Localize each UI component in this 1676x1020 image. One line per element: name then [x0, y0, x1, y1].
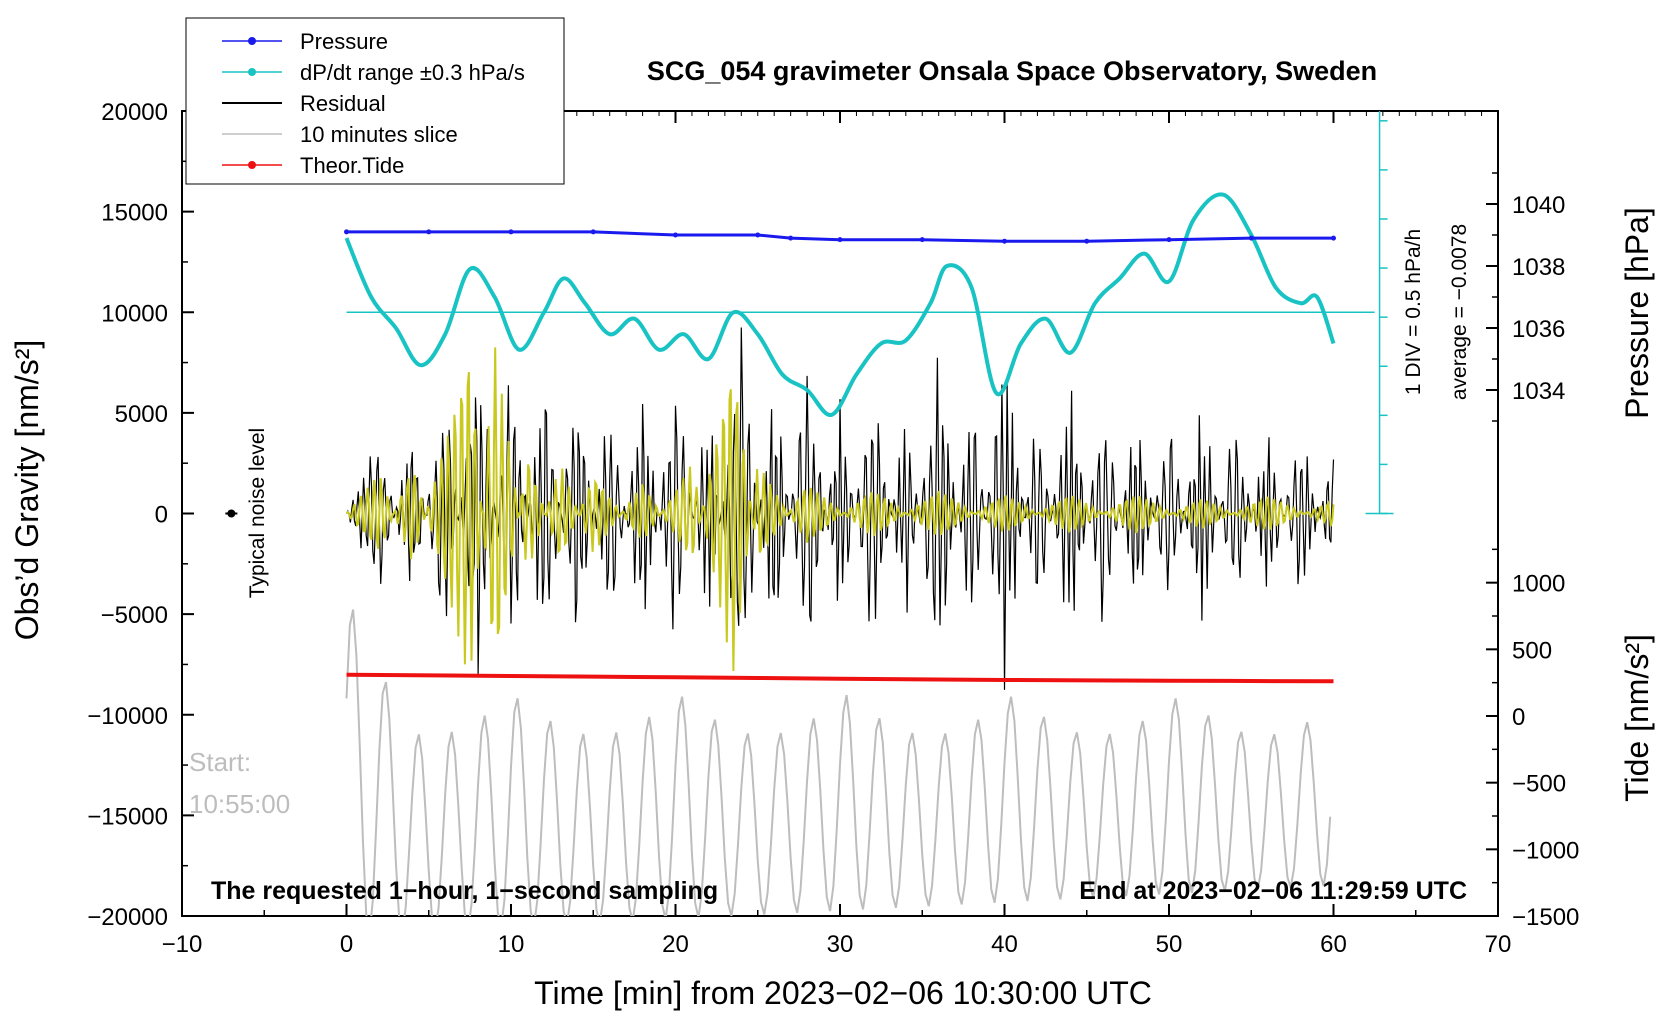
series-residual-line — [345, 327, 1335, 690]
y-tick-label: −20000 — [87, 904, 168, 931]
pressure-point — [508, 229, 514, 235]
footer-right-note: End at 2023−02−06 11:29:59 UTC — [1079, 877, 1467, 905]
series-tide-line — [346, 672, 1334, 684]
y-tick-label: 10000 — [101, 300, 168, 327]
tide-tick-label: 0 — [1512, 704, 1525, 731]
y-axis-label-tide: Tide [nm/s²] — [1619, 634, 1655, 802]
pressure-tick-label: 1034 — [1512, 378, 1565, 405]
start-label: Start: — [189, 747, 251, 777]
noise-level-label: Typical noise level — [246, 428, 269, 598]
pressure-point — [1002, 238, 1007, 244]
x-tick-label: 60 — [1320, 931, 1347, 958]
y-tick-label: 20000 — [101, 99, 168, 126]
tide-tick-label: 500 — [1512, 637, 1552, 664]
pressure-point — [344, 229, 349, 235]
y-tick-label: 5000 — [115, 401, 168, 428]
y-axis-label-pressure: Pressure [hPa] — [1619, 207, 1655, 419]
pressure-point — [1166, 237, 1172, 243]
pressure-point — [590, 229, 596, 235]
y-axis-label-gravity: Obs’d Gravity [nm/s²] — [9, 340, 45, 641]
legend-label: Residual — [300, 91, 386, 116]
series-dpdt-line — [344, 192, 1336, 417]
legend-label: Pressure — [300, 29, 388, 54]
tide-tick-label: 1000 — [1512, 571, 1565, 598]
pressure-point — [919, 237, 925, 243]
y-tick-label: −5000 — [101, 602, 168, 629]
x-tick-label: 50 — [1156, 931, 1183, 958]
pressure-point — [426, 229, 432, 235]
pressure-point — [755, 232, 761, 238]
pressure-tick-label: 1038 — [1512, 254, 1565, 281]
x-tick-label: 40 — [991, 931, 1018, 958]
series-slice-line — [345, 609, 1332, 916]
pressure-scale-label: 1 DIV = 0.5 hPa/h — [1402, 229, 1425, 395]
pressure-point — [837, 237, 843, 243]
pressure-reference-box — [346, 111, 1394, 515]
legend-marker — [248, 68, 256, 76]
x-tick-label: 20 — [662, 931, 689, 958]
pressure-average-label: average = −0.0078 — [1448, 224, 1471, 400]
tide-tick-label: −1500 — [1512, 904, 1579, 931]
legend-marker — [248, 37, 256, 45]
pressure-point — [788, 235, 794, 241]
pressure-point — [1331, 235, 1336, 241]
axes-layer: −10 0 10 20 30 40 50 60 7020000150001000050000−5… — [87, 99, 1579, 958]
y-tick-label: −10000 — [87, 703, 168, 730]
legend-box — [185, 17, 565, 185]
x-tick-label: 0 — [340, 931, 353, 958]
footer-left-note: The requested 1−hour, 1−second sampling — [211, 877, 718, 905]
x-axis-label: Time [min] from 2023−02−06 10:30:00 UTC — [534, 975, 1152, 1011]
legend-marker — [248, 161, 256, 169]
legend-label: 10 minutes slice — [300, 122, 458, 147]
pressure-point — [1084, 238, 1090, 244]
pressure-tick-label: 1036 — [1512, 316, 1565, 343]
tide-tick-label: −500 — [1512, 771, 1566, 798]
x-tick-label: 10 — [498, 931, 525, 958]
tide-tick-label: −1000 — [1512, 837, 1579, 864]
legend-label: dP/dt range ±0.3 hPa/s — [300, 60, 525, 85]
pressure-point — [1248, 235, 1254, 241]
legend-label: Theor.Tide — [300, 153, 404, 178]
pressure-tick-label: 1040 — [1512, 192, 1565, 219]
y-tick-label: 15000 — [101, 200, 168, 227]
x-tick-label: 70 — [1485, 931, 1512, 958]
pressure-point — [673, 232, 678, 238]
series-filtered-residual-line — [345, 347, 1335, 672]
chart-title: SCG_054 gravimeter Onsala Space Observat… — [647, 56, 1377, 86]
series-layer — [225, 192, 1336, 916]
x-tick-label: −10 — [162, 931, 203, 958]
x-tick-label: 30 — [827, 931, 854, 958]
y-tick-label: −15000 — [87, 803, 168, 830]
y-tick-label: 0 — [155, 502, 168, 529]
series-pressure-line — [346, 230, 1334, 243]
start-time-label: 10:55:00 — [189, 789, 290, 819]
legend: Pressure dP/dt range ±0.3 hPa/s Residual 10… — [185, 17, 565, 185]
